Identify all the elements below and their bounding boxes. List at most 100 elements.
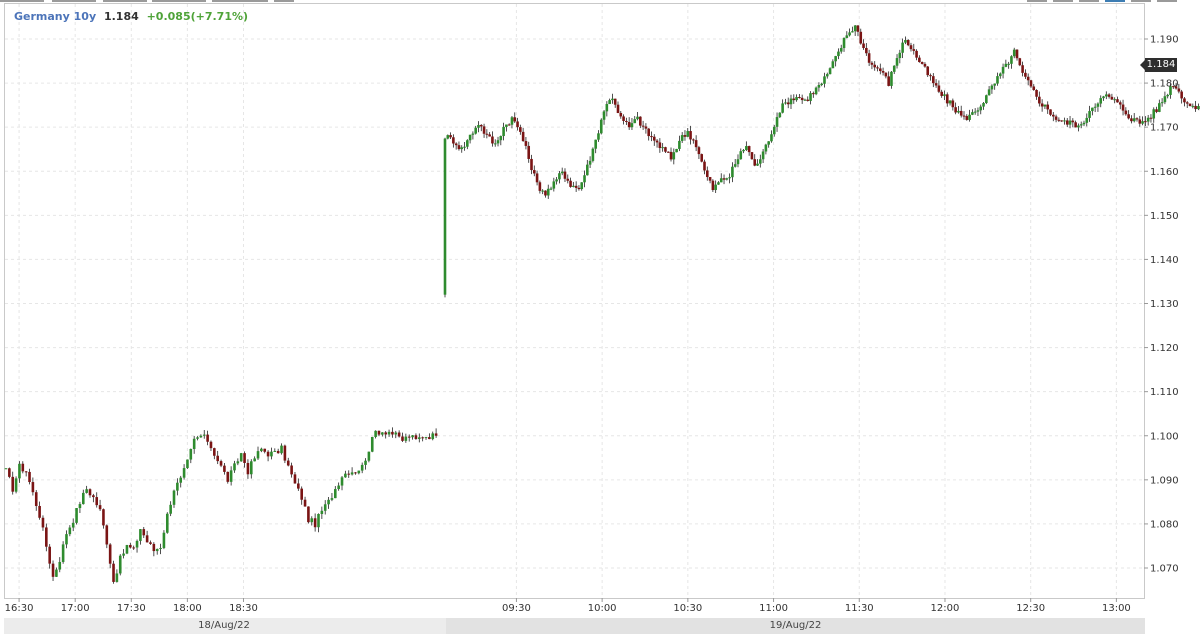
toolbar-button-5[interactable] [1131,0,1151,2]
candle-body [449,135,452,138]
candle-body [627,121,631,128]
candle-body [747,146,751,153]
candle-body [895,58,899,66]
candle-body [845,35,849,38]
candle-body [954,107,957,113]
candle-body [848,32,851,36]
candle-body [152,543,156,552]
candle-body [307,506,310,523]
candle-body [424,437,428,439]
candle-body [370,436,374,452]
candle-body [1180,91,1183,99]
x-tick-label-10: 12:00 [931,603,960,614]
candle-body [21,463,25,472]
candle-body [770,134,773,142]
candle-body [898,52,902,59]
candle-body [202,434,206,436]
candle-body [280,445,283,454]
candle-body [485,133,489,135]
candle-body [750,152,754,160]
candle-body [105,525,109,545]
toolbar-button-3[interactable] [1079,0,1099,2]
candle-body [792,98,796,101]
candle-body [976,110,980,112]
toolbar-tab-2[interactable] [52,0,96,2]
candle-body [675,148,678,153]
candle-body [959,110,963,116]
candle-body [1071,120,1075,123]
toolbar-tab-4[interactable] [152,0,206,2]
candle-body [594,139,597,149]
candle-body [851,31,854,33]
candle-body [189,448,193,460]
candle-body [962,115,966,117]
candle-body [468,134,472,141]
candle-body [683,135,687,137]
candle-body [767,141,770,145]
toolbar-button-1[interactable] [1027,0,1047,2]
toolbar-button-2[interactable] [1053,0,1073,2]
candle-body [411,435,414,438]
candle-body [812,93,815,95]
candle-body [884,72,888,77]
candle-body [541,190,544,192]
candle-body [1082,122,1086,125]
candle-body [555,179,558,182]
candle-body [929,75,932,77]
candle-body [1107,94,1111,97]
candle-body [862,43,865,48]
candle-body [745,146,748,150]
candle-body [236,461,240,464]
y-tick-label-4: 1.110 [1150,387,1179,398]
y-axis: 1.070 1.080 1.090 1.100 1.110 1.120 1.130 1.140… [1144,35,1179,575]
candle-body [552,181,556,189]
candle-body [256,451,260,459]
chart-header: Germany 10y 1.184 +0.085(+7.71%) [14,10,248,23]
candle-body [957,110,960,113]
toolbar-tab-1[interactable] [0,0,44,2]
candle-body [1121,104,1125,111]
candle-body [108,544,112,564]
symbol-name: Germany 10y [14,10,97,23]
candle-body [340,477,344,486]
candle-body [912,49,916,51]
candle-body [577,187,581,190]
candle-body [1146,117,1150,122]
candle-body [524,141,528,146]
candle-body [206,434,209,442]
candle-body [1118,102,1122,105]
candle-body [934,83,938,86]
candle-body [692,139,695,141]
date-label-2: 19/Aug/22 [446,618,1145,634]
plot-area[interactable] [4,3,1145,599]
toolbar-tab-6[interactable] [274,0,294,2]
candle-body [973,111,977,113]
candle-body [454,143,458,146]
candle-body [1116,99,1119,103]
toolbar-button-4[interactable] [1105,0,1125,2]
toolbar-button-6[interactable] [1157,0,1177,2]
candle-body [223,465,226,472]
candle-body [1091,107,1094,112]
candle-body [443,138,447,295]
candle-body [68,527,72,535]
candle-body [987,89,991,96]
candle-body [650,136,653,138]
candle-body [1144,121,1147,123]
candle-body [622,116,625,121]
candle-body [1077,125,1080,128]
candle-body [513,117,517,122]
toolbar-tab-3[interactable] [103,0,147,2]
candle-body [1024,72,1027,77]
candle-body [317,513,320,528]
candle-body [1079,124,1083,126]
y-tick-label-2: 1.090 [1150,475,1179,486]
candle-body [149,542,152,544]
x-tick-label-7: 10:30 [673,603,702,614]
candle-body [297,483,300,489]
candle-body [330,498,334,500]
toolbar-tab-5[interactable] [212,0,268,2]
candle-body [538,182,542,191]
candle-body [162,532,166,548]
